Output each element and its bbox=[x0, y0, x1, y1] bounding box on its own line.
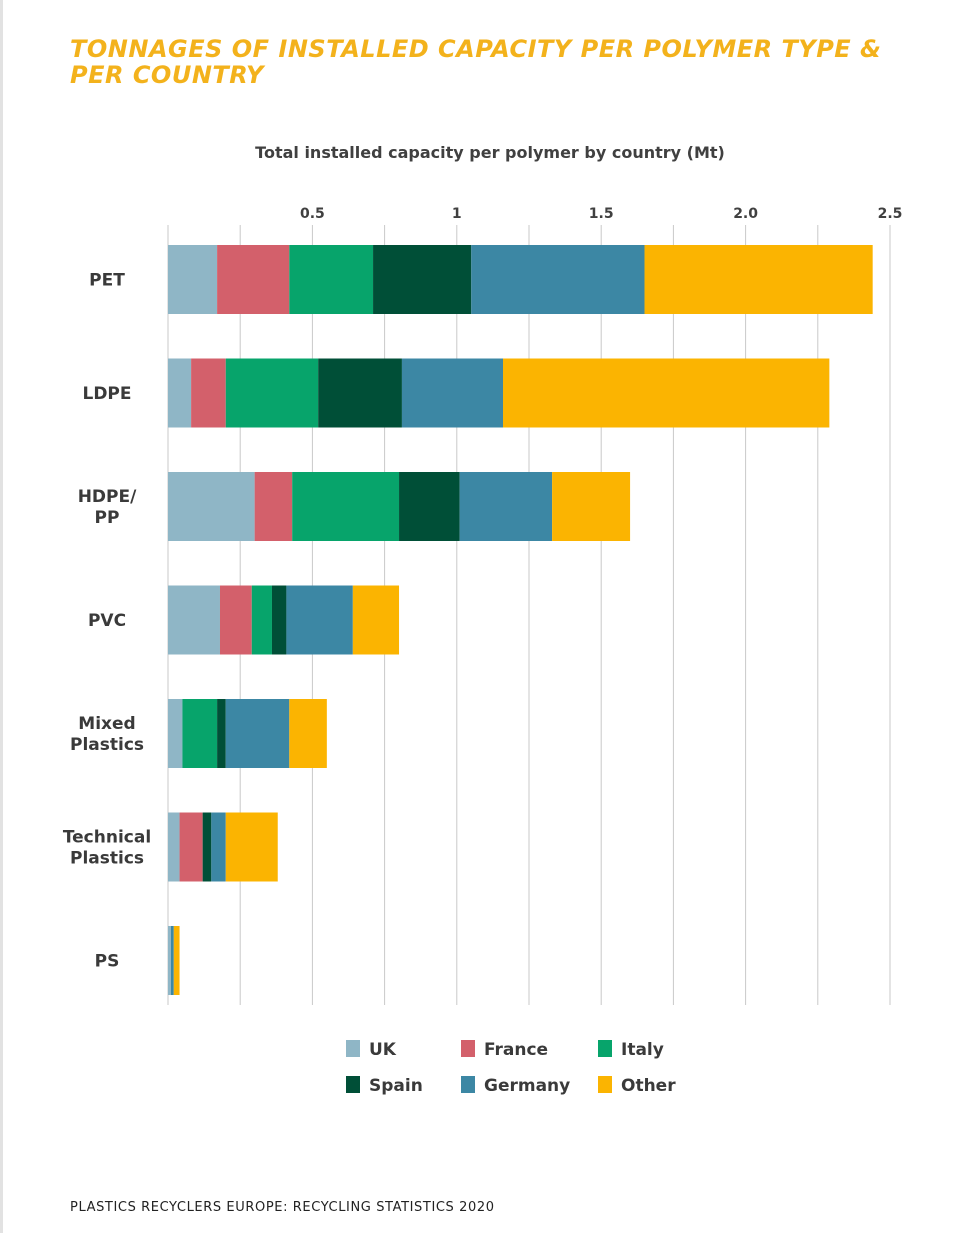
legend-label-spain: Spain bbox=[369, 1076, 423, 1096]
legend-swatch-france bbox=[461, 1040, 475, 1057]
category-label: HDPE/ bbox=[78, 487, 137, 507]
category-label: Mixed bbox=[78, 714, 135, 734]
x-tick-label: 1.5 bbox=[589, 206, 614, 222]
bar-segment-other-5 bbox=[225, 812, 278, 882]
bar-segment-germany-5 bbox=[211, 812, 226, 882]
chart-subtitle: Total installed capacity per polymer by … bbox=[255, 143, 725, 162]
bar-segment-spain-3 bbox=[271, 585, 287, 655]
category-label: Plastics bbox=[70, 849, 144, 869]
legend: UK France Italy Spain Germany Other bbox=[346, 1040, 676, 1096]
bar-segment-other-0 bbox=[644, 245, 873, 314]
bar-segment-italy-4 bbox=[182, 699, 218, 768]
x-tick-label: 1 bbox=[452, 206, 462, 222]
bar-segment-germany-6 bbox=[170, 926, 174, 995]
legend-swatch-other bbox=[598, 1076, 612, 1093]
bar-segment-uk-0 bbox=[168, 245, 218, 314]
bar-segment-uk-3 bbox=[168, 585, 220, 655]
bar-segment-spain-4 bbox=[217, 699, 226, 768]
legend-swatch-spain bbox=[346, 1076, 360, 1093]
bar-segment-spain-0 bbox=[373, 245, 472, 314]
bar-segment-italy-2 bbox=[292, 472, 400, 541]
bar-segment-italy-1 bbox=[225, 358, 319, 428]
bar-segment-uk-2 bbox=[168, 472, 255, 541]
bar-segment-france-2 bbox=[254, 472, 293, 541]
chart-container: Total installed capacity per polymer by … bbox=[0, 130, 960, 1120]
stacked-bar-chart: Total installed capacity per polymer by … bbox=[63, 143, 903, 1096]
bar-segment-france-5 bbox=[179, 812, 203, 882]
bar-segment-germany-1 bbox=[401, 358, 504, 428]
bar-segment-uk-1 bbox=[168, 358, 192, 428]
category-label: LDPE bbox=[82, 384, 131, 404]
bar-segment-spain-2 bbox=[399, 472, 460, 541]
bar-segment-other-2 bbox=[552, 472, 631, 541]
bar-segment-other-3 bbox=[352, 585, 400, 655]
bar-segment-uk-5 bbox=[168, 812, 180, 882]
bar-segment-germany-4 bbox=[225, 699, 290, 768]
bar-segment-germany-2 bbox=[459, 472, 553, 541]
category-label: PP bbox=[95, 508, 120, 528]
bar-segment-other-6 bbox=[173, 926, 180, 995]
category-label: Technical bbox=[63, 828, 151, 848]
bar-segment-other-1 bbox=[503, 358, 830, 428]
page-title: TONNAGES OF INSTALLED CAPACITY PER POLYM… bbox=[70, 35, 882, 89]
bar-segment-italy-3 bbox=[251, 585, 272, 655]
legend-label-germany: Germany bbox=[484, 1076, 570, 1096]
x-tick-label: 2.0 bbox=[733, 206, 758, 222]
bar-segment-france-3 bbox=[219, 585, 252, 655]
bar-segment-uk-4 bbox=[168, 699, 183, 768]
bar-segment-france-1 bbox=[191, 358, 226, 428]
legend-label-italy: Italy bbox=[621, 1040, 664, 1060]
bars bbox=[168, 245, 873, 995]
category-label: PVC bbox=[88, 611, 126, 631]
legend-label-uk: UK bbox=[369, 1040, 397, 1060]
legend-swatch-germany bbox=[461, 1076, 475, 1093]
bar-segment-germany-0 bbox=[471, 245, 645, 314]
bar-segment-italy-0 bbox=[289, 245, 374, 314]
x-axis-ticks: 0.5 1 1.5 2.0 2.5 bbox=[300, 206, 902, 222]
page-footer: PLASTICS RECYCLERS EUROPE: RECYCLING STA… bbox=[70, 1200, 495, 1215]
legend-label-other: Other bbox=[621, 1076, 676, 1096]
bar-segment-france-0 bbox=[217, 245, 290, 314]
bar-segment-spain-5 bbox=[202, 812, 212, 882]
x-tick-label: 0.5 bbox=[300, 206, 325, 222]
category-label: PS bbox=[95, 952, 120, 972]
category-labels: PETLDPEHDPE/PPPVCMixedPlasticsTechnicalP… bbox=[63, 271, 151, 972]
legend-swatch-italy bbox=[598, 1040, 612, 1057]
category-label: Plastics bbox=[70, 735, 144, 755]
legend-swatch-uk bbox=[346, 1040, 360, 1057]
page-edge-rule bbox=[0, 0, 3, 1233]
bar-segment-uk-6 bbox=[168, 926, 171, 995]
legend-label-france: France bbox=[484, 1040, 548, 1060]
bar-segment-other-4 bbox=[289, 699, 327, 768]
bar-segment-germany-3 bbox=[286, 585, 353, 655]
bar-segment-spain-1 bbox=[318, 358, 402, 428]
category-label: PET bbox=[89, 271, 125, 291]
x-tick-label: 2.5 bbox=[878, 206, 903, 222]
